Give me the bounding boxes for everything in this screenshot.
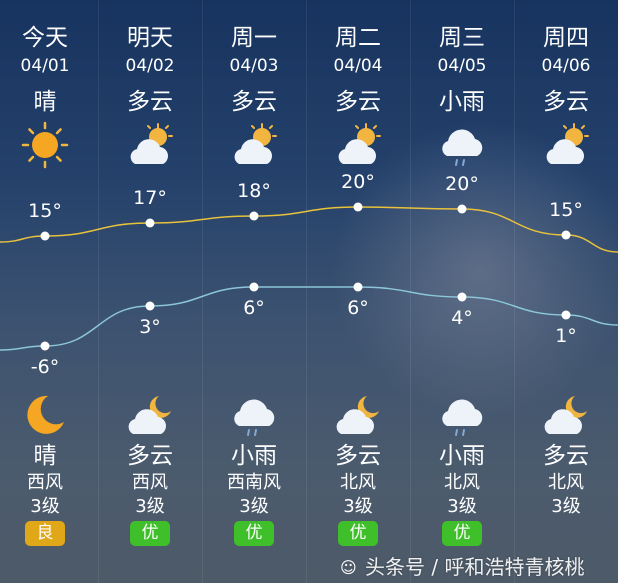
wind-level: 3级 xyxy=(447,496,477,517)
low-temp-point xyxy=(353,282,363,292)
column-divider xyxy=(514,0,515,583)
high-temp-label: 15° xyxy=(28,200,62,222)
high-temp-label: 17° xyxy=(133,187,167,209)
wind-level: 3级 xyxy=(135,496,165,517)
low-temp-label: 3° xyxy=(139,316,161,338)
high-temp-label: 18° xyxy=(237,180,271,202)
aqi-badge: 良 xyxy=(25,521,65,546)
wind-direction: 西南风 xyxy=(227,472,281,493)
low-temp-point xyxy=(561,310,571,320)
forecast-day[interactable]: 周三 04/05 小雨 小雨 北风 3级 优 xyxy=(410,0,514,583)
aqi-badge: 优 xyxy=(234,521,274,546)
day-label: 周二 xyxy=(335,25,381,51)
partly-cloudy-icon xyxy=(333,120,383,170)
high-temp-point xyxy=(145,218,155,228)
partly-cloudy-icon xyxy=(125,120,175,170)
partly-cloudy-icon xyxy=(229,120,279,170)
day-label: 周三 xyxy=(439,25,485,51)
wind-direction: 北风 xyxy=(444,472,480,493)
day-condition: 晴 xyxy=(33,89,57,115)
wind-level: 3级 xyxy=(239,496,269,517)
wind-level: 3级 xyxy=(343,496,373,517)
sun-icon xyxy=(20,120,70,170)
cloudy-night-icon xyxy=(541,390,591,440)
high-temp-point xyxy=(40,231,50,241)
forecast-day[interactable]: 周一 04/03 多云 小雨 西南风 3级 优 xyxy=(202,0,306,583)
partly-cloudy-icon xyxy=(541,120,591,170)
night-condition: 多云 xyxy=(543,443,589,469)
cloudy-night-icon xyxy=(333,390,383,440)
high-temp-point xyxy=(457,204,467,214)
low-temp-label: -6° xyxy=(30,356,60,378)
aqi-badge: 优 xyxy=(442,521,482,546)
column-divider xyxy=(98,0,99,583)
high-temp-point xyxy=(249,211,259,221)
date-label: 04/02 xyxy=(125,56,175,76)
day-condition: 多云 xyxy=(231,89,277,115)
wind-direction: 西风 xyxy=(132,472,168,493)
high-temp-label: 20° xyxy=(341,171,375,193)
column-divider xyxy=(202,0,203,583)
night-condition: 小雨 xyxy=(439,443,485,469)
watermark-logo: ☺ xyxy=(340,558,357,577)
night-condition: 小雨 xyxy=(231,443,277,469)
low-temp-line xyxy=(0,286,618,351)
day-label: 周四 xyxy=(543,25,589,51)
low-temp-label: 1° xyxy=(555,325,577,347)
low-temp-point xyxy=(249,282,259,292)
high-temp-label: 20° xyxy=(445,173,479,195)
night-condition: 晴 xyxy=(33,443,57,469)
high-temp-line xyxy=(0,206,618,253)
moon-icon xyxy=(20,390,70,440)
forecast-day[interactable]: 今天 04/01 晴 晴 西风 3级 良 xyxy=(0,0,97,583)
aqi-badge: 优 xyxy=(130,521,170,546)
column-divider xyxy=(306,0,307,583)
low-temp-point xyxy=(145,301,155,311)
wind-direction: 北风 xyxy=(340,472,376,493)
day-label: 明天 xyxy=(127,25,173,51)
date-label: 04/06 xyxy=(541,56,591,76)
date-label: 04/04 xyxy=(333,56,383,76)
low-temp-point xyxy=(457,292,467,302)
high-temp-point xyxy=(353,202,363,212)
forecast-day[interactable]: 明天 04/02 多云 多云 西风 3级 优 xyxy=(98,0,202,583)
rain-icon xyxy=(229,390,279,440)
wind-level: 3级 xyxy=(30,496,60,517)
low-temp-label: 6° xyxy=(347,297,369,319)
low-temp-label: 4° xyxy=(451,307,473,329)
forecast-day[interactable]: 周四 04/06 多云 多云 北风 3级 xyxy=(514,0,618,583)
rain-icon xyxy=(437,390,487,440)
high-temp-label: 15° xyxy=(549,199,583,221)
rain-icon xyxy=(437,120,487,170)
night-condition: 多云 xyxy=(335,443,381,469)
date-label: 04/05 xyxy=(437,56,487,76)
day-label: 周一 xyxy=(231,25,277,51)
high-temp-point xyxy=(561,230,571,240)
forecast-day[interactable]: 周二 04/04 多云 多云 北风 3级 优 xyxy=(306,0,410,583)
day-condition: 多云 xyxy=(543,89,589,115)
wind-direction: 西风 xyxy=(27,472,63,493)
date-label: 04/01 xyxy=(20,56,70,76)
low-temp-point xyxy=(40,341,50,351)
cloudy-night-icon xyxy=(125,390,175,440)
day-condition: 小雨 xyxy=(439,89,485,115)
background-glow xyxy=(330,120,618,420)
wind-level: 3级 xyxy=(551,496,581,517)
day-condition: 多云 xyxy=(335,89,381,115)
day-label: 今天 xyxy=(22,25,68,51)
low-temp-label: 6° xyxy=(243,297,265,319)
date-label: 04/03 xyxy=(229,56,279,76)
watermark: 头条号 / 呼和浩特青核桃 xyxy=(365,555,585,579)
night-condition: 多云 xyxy=(127,443,173,469)
aqi-badge: 优 xyxy=(338,521,378,546)
day-condition: 多云 xyxy=(127,89,173,115)
wind-direction: 北风 xyxy=(548,472,584,493)
